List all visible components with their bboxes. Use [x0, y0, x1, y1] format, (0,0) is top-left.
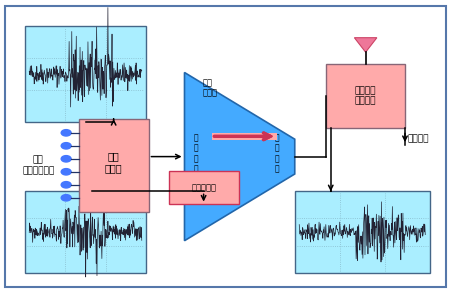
Bar [79, 119, 148, 212]
Circle shape [61, 130, 71, 136]
Bar [25, 26, 146, 122]
Bar [295, 191, 430, 273]
Bar [25, 191, 146, 273]
Bar [326, 64, 405, 128]
Bar [212, 133, 277, 140]
Text: 歪
の
除
去: 歪 の 除 去 [274, 133, 279, 174]
Text: 電力
合成器: 電力 合成器 [105, 152, 122, 173]
Text: 歪
の
抄
出: 歪 の 抄 出 [194, 133, 198, 174]
Circle shape [61, 182, 71, 188]
Text: 歪補償回路: 歪補償回路 [191, 183, 216, 192]
Circle shape [61, 156, 71, 162]
Text: 無線
チャネル信号: 無線 チャネル信号 [22, 156, 54, 175]
Polygon shape [184, 72, 295, 241]
Polygon shape [355, 38, 377, 52]
Bar [169, 171, 238, 204]
Text: 受信部へ: 受信部へ [407, 135, 429, 144]
Text: 送受共用
フィルタ: 送受共用 フィルタ [355, 86, 376, 105]
Circle shape [61, 195, 71, 201]
Circle shape [61, 168, 71, 175]
Text: 線形
増幅器: 線形 増幅器 [202, 78, 217, 98]
Circle shape [61, 143, 71, 149]
